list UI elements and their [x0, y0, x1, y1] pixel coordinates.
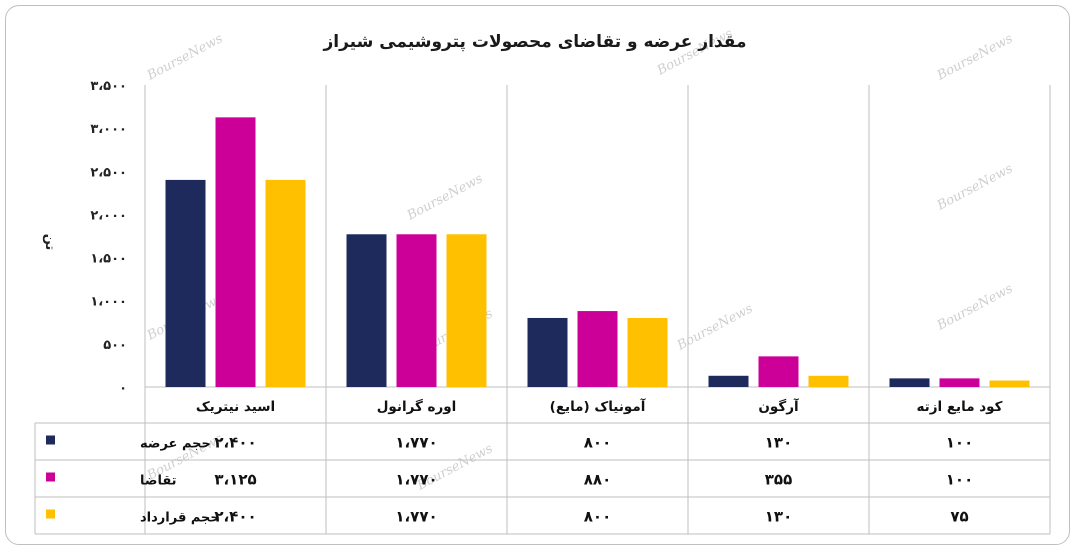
y-tick-label: ۱،۵۰۰ [90, 252, 127, 267]
table-cell-value: ۱،۷۷۰ [395, 434, 437, 452]
bar [808, 375, 849, 387]
table-cell-value: ۱۰۰ [946, 471, 973, 489]
table-cell-value: ۲،۴۰۰ [214, 434, 256, 452]
category-label: آمونیاک (مایع) [550, 398, 646, 415]
table-cell-value: ۳۵۵ [765, 471, 792, 489]
table-cell-value: ۸۰۰ [584, 434, 611, 452]
bar [758, 356, 799, 387]
bar [939, 378, 980, 387]
legend-swatch [46, 472, 55, 482]
table-cell-value: ۱،۷۷۰ [395, 471, 437, 489]
y-tick-label: ۳،۵۰۰ [90, 79, 127, 94]
table-cell-value: ۳،۱۲۵ [214, 471, 256, 489]
table-cell-value: ۱،۷۷۰ [395, 508, 437, 526]
y-tick-label: ۲،۰۰۰ [90, 208, 127, 223]
bar [708, 375, 749, 387]
y-tick-label: ۵۰۰ [103, 338, 127, 353]
category-label: آرگون [758, 398, 799, 415]
chart-title: مقدار عرضه و تقاضای محصولات پتروشیمی شیر… [322, 32, 746, 52]
watermark-text: BourseNews [934, 31, 1016, 84]
y-tick-labels: ۰ ۵۰۰ ۱،۰۰۰ ۱،۵۰۰ ۲،۰۰۰ ۲،۵۰۰ ۳،۰۰۰ ۳،۵۰۰ [90, 79, 127, 396]
table-cell-value: ۱۰۰ [946, 434, 973, 452]
table-cell-value: ۱۳۰ [765, 508, 792, 526]
grid-layer [34, 85, 1051, 535]
y-tick-label: ۳،۰۰۰ [90, 122, 127, 137]
bar [527, 317, 568, 387]
watermark-text: BourseNews [934, 281, 1016, 334]
bar [265, 179, 306, 387]
bar [577, 311, 618, 387]
legend-swatch [46, 435, 55, 445]
table-cell-value: ۷۵ [950, 508, 968, 526]
bars: اسید نیتریک اوره گرانول آمونیاک (مایع) آرگو… [165, 117, 1030, 415]
table-cell-value: ۲،۴۰۰ [214, 508, 256, 526]
watermark-text: BourseNews [404, 171, 486, 224]
y-tick-label: ۰ [119, 381, 127, 396]
table-cell-value: ۸۰۰ [584, 508, 611, 526]
table-cell-value: ۸۸۰ [584, 471, 611, 489]
y-tick-label: ۲،۵۰۰ [90, 165, 127, 180]
legend-label: حجم عرضه [140, 437, 211, 452]
bar [346, 234, 387, 387]
y-axis-unit: تن [42, 234, 57, 251]
table-cell-value: ۱۳۰ [765, 434, 792, 452]
bar [165, 179, 206, 387]
bar [627, 317, 668, 387]
bar [889, 378, 930, 387]
legend-label: حجم قرارداد [140, 511, 220, 526]
bar [446, 234, 487, 387]
y-tick-label: ۱،۰۰۰ [90, 295, 127, 310]
legend-label: تقاضا [140, 474, 177, 489]
bar [989, 380, 1030, 387]
watermark-text: BourseNews [144, 31, 226, 84]
bar [215, 117, 256, 387]
bar [396, 234, 437, 387]
legend-swatch [46, 509, 55, 519]
category-label: کود مایع ازته [916, 399, 1002, 415]
watermark-text: BourseNews [674, 301, 756, 354]
category-label: اسید نیتریک [196, 399, 275, 415]
watermark-text: BourseNews [934, 161, 1016, 214]
category-label: اوره گرانول [377, 398, 457, 415]
